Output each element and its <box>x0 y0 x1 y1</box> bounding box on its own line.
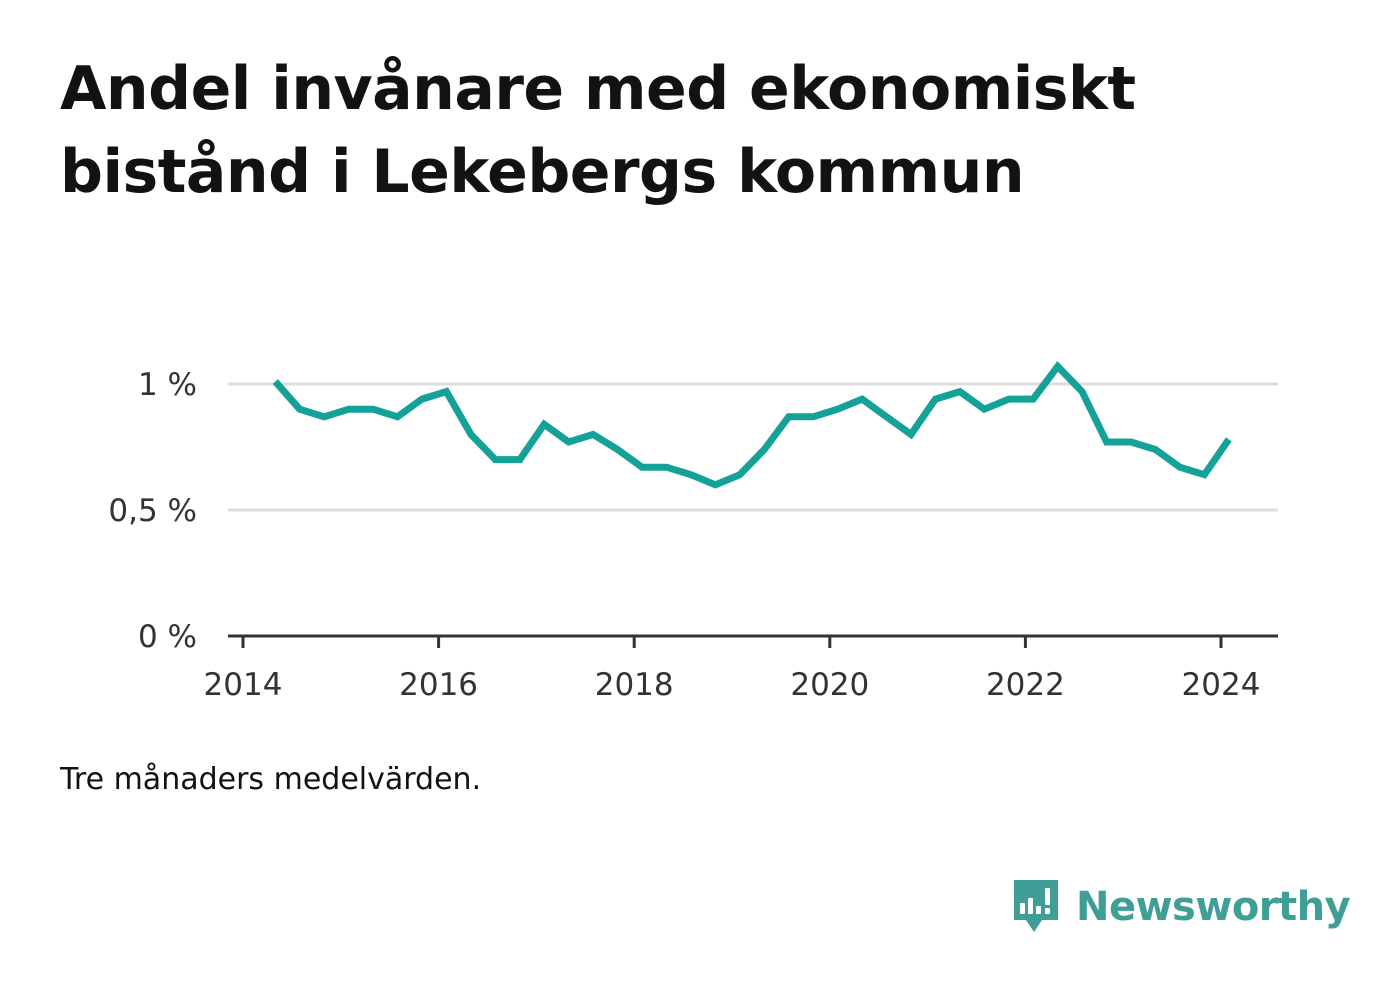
x-tick-label: 2016 <box>399 667 478 703</box>
y-tick-label: 0,5 % <box>108 493 197 529</box>
y-tick-label: 0 % <box>138 619 197 655</box>
x-tick-label: 2014 <box>204 667 283 703</box>
x-axis-labels: 2014 2016 2018 2020 2022 2024 <box>204 667 1261 703</box>
chart-title: Andel invånare med ekonomiskt bistånd i … <box>60 54 1136 207</box>
y-tick-label: 1 % <box>138 367 197 403</box>
brand-logo[interactable]: Newsworthy <box>1010 876 1351 938</box>
y-axis-labels: 0 % 0,5 % 1 % <box>108 367 197 655</box>
series-line <box>272 361 1232 489</box>
x-axis <box>228 634 1278 648</box>
chart-footnote: Tre månaders medelvärden. <box>60 762 482 797</box>
series-layer <box>272 361 1232 489</box>
x-tick-label: 2020 <box>790 667 869 703</box>
x-tick-label: 2024 <box>1182 667 1261 703</box>
x-tick-label: 2022 <box>986 667 1065 703</box>
newsworthy-logo-icon <box>1014 880 1058 932</box>
gridlines <box>228 382 1278 512</box>
x-tick-label: 2018 <box>595 667 674 703</box>
brand-name: Newsworthy <box>1076 884 1351 930</box>
